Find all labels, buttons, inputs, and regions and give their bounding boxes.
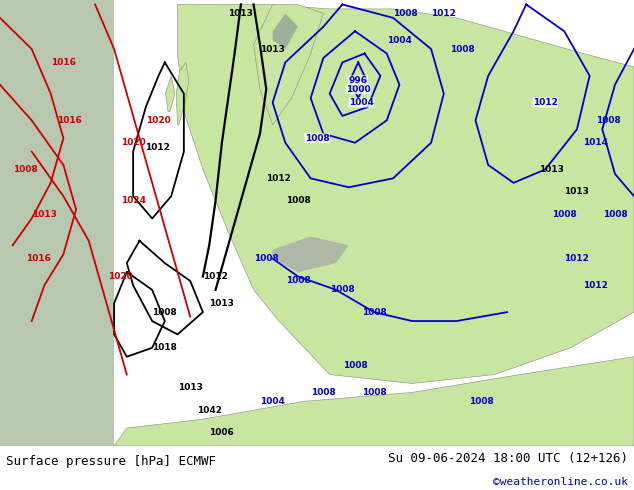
Polygon shape [165, 76, 175, 112]
Polygon shape [273, 236, 349, 272]
Text: Surface pressure [hPa] ECMWF: Surface pressure [hPa] ECMWF [6, 455, 216, 468]
Text: 1004: 1004 [387, 36, 412, 45]
Text: 1024: 1024 [120, 196, 146, 205]
Text: 1008: 1008 [469, 397, 495, 406]
Text: 1008: 1008 [596, 116, 621, 125]
Text: 1008: 1008 [361, 308, 387, 317]
Text: 1008: 1008 [602, 210, 628, 219]
Text: 1004: 1004 [349, 98, 374, 107]
Polygon shape [273, 13, 298, 49]
Text: 1012: 1012 [533, 98, 558, 107]
Text: 1014: 1014 [583, 138, 609, 147]
Text: 1008: 1008 [254, 254, 279, 263]
Text: 1008: 1008 [304, 134, 330, 143]
Text: 1013: 1013 [32, 210, 57, 219]
Text: 1008: 1008 [393, 9, 418, 18]
Text: 1012: 1012 [145, 143, 170, 151]
Text: 1008: 1008 [13, 165, 38, 174]
Text: 1013: 1013 [228, 9, 254, 18]
Text: 1012: 1012 [564, 254, 590, 263]
Text: 1008: 1008 [152, 308, 178, 317]
Text: 1013: 1013 [260, 45, 285, 53]
Text: 1008: 1008 [450, 45, 476, 53]
Text: 1020: 1020 [146, 116, 171, 125]
Text: 1020: 1020 [120, 138, 146, 147]
Polygon shape [254, 4, 323, 125]
Text: 1008: 1008 [342, 361, 368, 370]
Text: 1000: 1000 [346, 85, 370, 94]
Text: 1008: 1008 [552, 210, 577, 219]
Text: 1013: 1013 [209, 299, 235, 308]
Text: 1013: 1013 [539, 165, 564, 174]
Text: 1016: 1016 [51, 58, 76, 67]
Text: 1042: 1042 [197, 406, 222, 415]
Polygon shape [176, 62, 189, 125]
Text: 1004: 1004 [260, 397, 285, 406]
Text: 1006: 1006 [209, 428, 235, 437]
Text: 1018: 1018 [152, 343, 178, 352]
Text: 1016: 1016 [25, 254, 51, 263]
Polygon shape [114, 357, 634, 446]
Text: 1012: 1012 [203, 272, 228, 281]
Text: 1008: 1008 [285, 196, 311, 205]
Text: 1012: 1012 [431, 9, 456, 18]
Text: 1012: 1012 [583, 281, 609, 290]
Text: 1013: 1013 [564, 187, 590, 196]
Text: 1008: 1008 [330, 285, 355, 294]
Text: 1020: 1020 [108, 272, 133, 281]
Text: 1008: 1008 [285, 276, 311, 285]
Text: 996: 996 [349, 76, 368, 85]
Polygon shape [178, 4, 634, 384]
Text: ©weatheronline.co.uk: ©weatheronline.co.uk [493, 477, 628, 487]
FancyBboxPatch shape [0, 0, 114, 446]
Text: 1008: 1008 [361, 388, 387, 397]
Text: 1008: 1008 [311, 388, 336, 397]
Text: 1012: 1012 [266, 174, 292, 183]
Text: 1013: 1013 [178, 384, 203, 392]
Text: 1016: 1016 [57, 116, 82, 125]
Text: Su 09-06-2024 18:00 UTC (12+126): Su 09-06-2024 18:00 UTC (12+126) [387, 452, 628, 465]
